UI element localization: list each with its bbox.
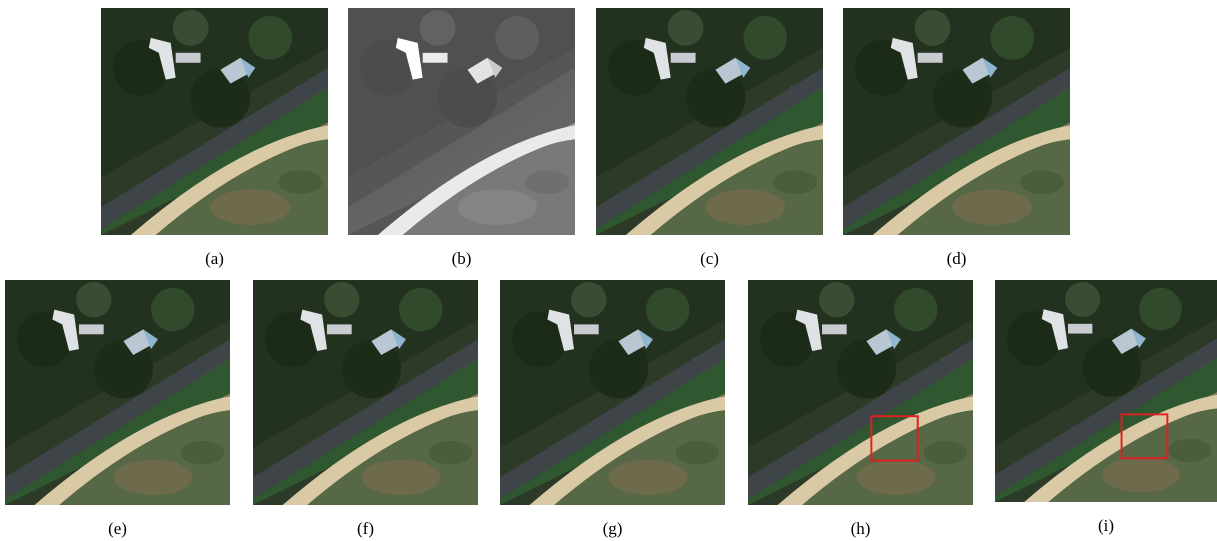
panel-label: (g) [603, 519, 623, 538]
panel-label: (c) [700, 249, 719, 268]
panel-image [995, 280, 1217, 502]
panel-image [101, 8, 328, 235]
satellite-image [500, 280, 725, 505]
satellite-image [253, 280, 478, 505]
panel-image [500, 280, 725, 505]
panel-image [253, 280, 478, 505]
figure: (a) (b) (c) (d) (e) (f) (g) (h) (i) [0, 0, 1217, 541]
panel-label: (h) [851, 519, 871, 538]
panel-image [348, 8, 575, 235]
panel-label: (f) [357, 519, 374, 538]
panel-label: (e) [108, 519, 127, 538]
panel-label: (b) [452, 249, 472, 268]
panel-image [843, 8, 1070, 235]
satellite-image [101, 8, 328, 235]
satellite-image [596, 8, 823, 235]
satellite-image [748, 280, 973, 505]
panel-image [596, 8, 823, 235]
satellite-image [995, 280, 1217, 502]
satellite-image [5, 280, 230, 505]
panel-image [748, 280, 973, 505]
satellite-image [348, 8, 575, 235]
panel-label: (a) [205, 249, 224, 268]
panel-image [5, 280, 230, 505]
panel-label: (i) [1098, 516, 1114, 535]
satellite-image [843, 8, 1070, 235]
panel-label: (d) [947, 249, 967, 268]
